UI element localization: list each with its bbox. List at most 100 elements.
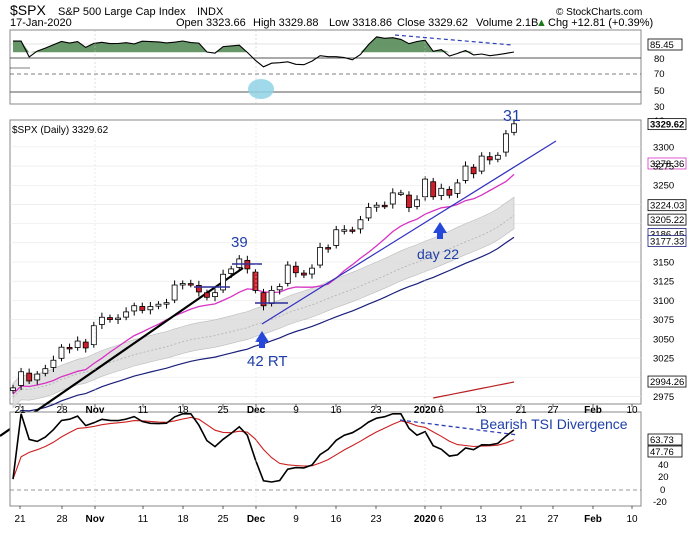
x-tick-label: 21 <box>14 405 26 416</box>
price-tick: 3100 <box>653 296 674 307</box>
low-value: Low 3318.86 <box>329 17 392 29</box>
candle-body <box>42 368 49 374</box>
candle <box>171 280 178 304</box>
candle <box>478 152 485 175</box>
x-tick-label: 23 <box>370 514 382 525</box>
candle-body <box>333 229 340 246</box>
candle-body <box>260 292 267 307</box>
x-tick-label: 16 <box>330 514 342 525</box>
candle-body <box>50 359 57 368</box>
candle <box>42 364 49 377</box>
candle-body <box>163 302 170 305</box>
candle-body <box>309 267 315 275</box>
price-flag: 3329.62 <box>647 118 687 131</box>
x-tick-label: 13 <box>475 405 487 416</box>
x-tick-label: Feb <box>584 514 602 525</box>
candle-body <box>414 199 420 207</box>
candle-body <box>187 283 194 286</box>
candle-body <box>98 316 105 325</box>
close-value: Close 3329.62 <box>397 17 468 29</box>
annotation-39: 39 <box>231 234 248 251</box>
x-tick-label: Dec <box>247 514 266 525</box>
candle <box>18 367 24 391</box>
month-dividers <box>94 30 426 506</box>
candle-body <box>430 181 437 198</box>
candle-body <box>446 188 453 196</box>
candle <box>365 202 372 222</box>
candle <box>228 265 235 279</box>
candle-body <box>26 372 33 382</box>
candle <box>470 164 477 179</box>
price-flag: 3205.22 <box>647 213 687 226</box>
up-arrow-day22-icon <box>433 222 447 239</box>
candle <box>187 279 194 288</box>
candle-body <box>381 204 388 208</box>
candle-body <box>123 311 130 318</box>
price-flag-text: 3205.22 <box>650 215 684 226</box>
price-flag-text: 3278.36 <box>650 159 684 170</box>
candle <box>74 336 81 351</box>
price-tick: 3275 <box>653 162 674 173</box>
candle-body <box>115 317 121 320</box>
price-tick: 3025 <box>653 353 674 364</box>
candle <box>98 312 105 330</box>
candle <box>300 270 307 279</box>
tsi-tick-0: 0 <box>660 485 665 496</box>
annotation-42rt: 42 RT <box>247 353 288 370</box>
x-tick-label: 11 <box>138 514 149 525</box>
candle <box>195 280 202 297</box>
change-value: Chg +12.81 (+0.39%) <box>548 17 653 29</box>
x-tick-label: 9 <box>293 514 299 525</box>
rsi-panel: 85.45 80 70 50 30 10 <box>9 29 683 127</box>
candle-body <box>18 371 24 386</box>
candle-body <box>171 284 178 301</box>
candle-body <box>317 247 323 266</box>
price-flags: 3329.62 3278.36 3224.03 3205.22 3186.453177.… <box>647 118 687 388</box>
rsi-frame <box>9 29 642 105</box>
candle <box>462 161 469 184</box>
candle-body <box>66 347 73 350</box>
candle-body <box>82 341 89 349</box>
price-flag-text: 3186.45 <box>650 230 684 241</box>
x-tick-label: 10 <box>626 405 638 416</box>
candle <box>292 261 299 278</box>
x-tick-label: 21 <box>14 514 26 525</box>
price-flag: 3177.33 <box>647 235 687 248</box>
candle-body <box>438 187 445 196</box>
x-tick-label: 28 <box>56 405 68 416</box>
candle <box>123 307 130 321</box>
candle-body <box>147 306 154 311</box>
annotation-31: 31 <box>503 108 521 125</box>
candle-body <box>107 317 113 320</box>
price-tick: 3250 <box>653 181 674 192</box>
x-tick-label: 18 <box>177 514 189 525</box>
candle <box>66 343 73 354</box>
bollinger-band <box>12 196 515 409</box>
candle <box>397 189 404 196</box>
candle-body <box>292 265 299 274</box>
candle <box>325 244 332 253</box>
price-axis: 3300 3275 3250 3150 3125 3100 3075 3050 3025 2975 <box>653 142 674 402</box>
tsi-signal-line <box>12 416 515 480</box>
x-tick-label: 28 <box>56 514 68 525</box>
candle <box>414 195 420 210</box>
candle <box>26 368 33 385</box>
candle <box>511 119 517 136</box>
candle <box>90 321 97 348</box>
candle-body <box>131 305 138 312</box>
candle <box>373 202 380 212</box>
candle-body <box>212 292 218 298</box>
candle-body <box>454 182 461 194</box>
tsi-flag-value-2: 47.76 <box>650 447 674 458</box>
candle <box>260 288 267 311</box>
candle <box>115 314 121 324</box>
candle <box>204 289 210 301</box>
exchange: INDX <box>197 6 224 18</box>
tsi-flag-1 <box>647 433 683 446</box>
rsi-tick-70: 70 <box>654 69 665 80</box>
up-arrow-42rt-icon <box>255 331 269 348</box>
candle <box>454 179 461 198</box>
candle <box>107 314 113 323</box>
candle-body <box>373 204 380 208</box>
